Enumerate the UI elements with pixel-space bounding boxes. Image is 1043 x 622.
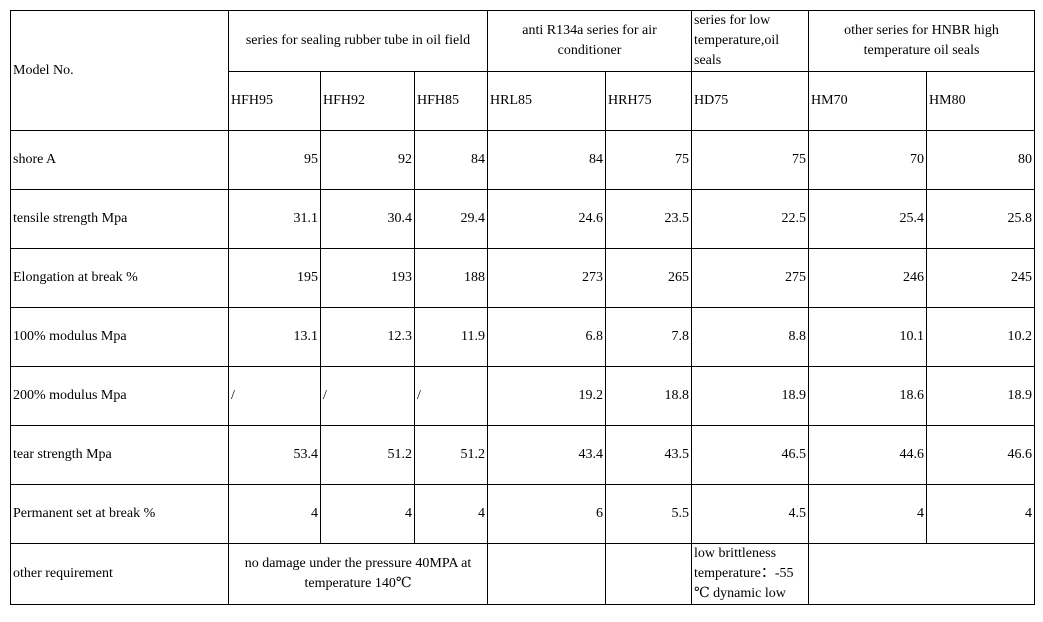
table-cell: 84: [413, 130, 489, 190]
row-label: tensile strength Mpa: [10, 189, 229, 249]
oil-field-requirement: no damage under the pressure 40MPA at te…: [227, 543, 489, 605]
model-header: HFH92: [320, 71, 415, 131]
group-header-low-temperature: series for low temperature,oil seals: [691, 10, 810, 72]
model-header: HM70: [808, 71, 928, 131]
header-row-groups: Model No. series for sealing rubber tube…: [10, 10, 1036, 131]
table-cell: 6: [487, 484, 607, 544]
table-cell: /: [413, 366, 489, 426]
table-row: tensile strength Mpa 31.1 30.4 29.4 24.6…: [10, 189, 1036, 249]
table-cell: 51.2: [413, 425, 489, 485]
table-row: Elongation at break % 195 193 188 273 26…: [10, 248, 1036, 308]
row-label: tear strength Mpa: [10, 425, 229, 485]
table-cell-empty: [605, 543, 693, 605]
model-no-header: Model No.: [10, 10, 229, 131]
table-row: shore A 95 92 84 84 75 75 70 80: [10, 130, 1036, 190]
table-cell: 12.3: [320, 307, 415, 367]
group-header-hnbr: other series for HNBR high temperature o…: [808, 10, 1036, 72]
table-cell: 195: [228, 248, 321, 308]
table-cell: 44.6: [808, 425, 928, 485]
table-cell: 10.1: [808, 307, 928, 367]
table-row: 200% modulus Mpa / / / 19.2 18.8 18.9 18…: [10, 366, 1036, 426]
table-cell: 18.6: [808, 366, 928, 426]
table-cell: 246: [808, 248, 928, 308]
row-label: Permanent set at break %: [10, 484, 229, 544]
table-cell: /: [228, 366, 321, 426]
table-cell: 25.4: [808, 189, 928, 249]
table-cell: 84: [487, 130, 607, 190]
table-cell: 31.1: [228, 189, 321, 249]
table-cell: 43.5: [605, 425, 693, 485]
group-header-oil-field: series for sealing rubber tube in oil fi…: [227, 10, 489, 72]
table-cell: 22.5: [691, 189, 810, 249]
table-cell: 4: [808, 484, 928, 544]
row-label: 100% modulus Mpa: [10, 307, 229, 367]
table-cell: 92: [320, 130, 415, 190]
table-cell: 23.5: [605, 189, 693, 249]
row-label: 200% modulus Mpa: [10, 366, 229, 426]
table-cell: 25.8: [926, 189, 1036, 249]
table-cell: 275: [691, 248, 810, 308]
table-cell: 18.9: [691, 366, 810, 426]
table-cell: 46.5: [691, 425, 810, 485]
table-cell: /: [320, 366, 415, 426]
model-header: HM80: [926, 71, 1036, 131]
table-cell: 18.8: [605, 366, 693, 426]
model-header: HD75: [691, 71, 810, 131]
table-row-other-requirement: other requirement no damage under the pr…: [10, 543, 1036, 605]
table-cell: 273: [487, 248, 607, 308]
table-cell: 10.2: [926, 307, 1036, 367]
table-cell: 29.4: [413, 189, 489, 249]
table-row: tear strength Mpa 53.4 51.2 51.2 43.4 43…: [10, 425, 1036, 485]
table-cell: 51.2: [320, 425, 415, 485]
table-cell: 7.8: [605, 307, 693, 367]
table-cell: 5.5: [605, 484, 693, 544]
table-cell: 43.4: [487, 425, 607, 485]
table-cell: 8.8: [691, 307, 810, 367]
table-cell-empty: [808, 543, 1036, 605]
table-cell: 18.9: [926, 366, 1036, 426]
table-cell: 13.1: [228, 307, 321, 367]
row-label: shore A: [10, 130, 229, 190]
table-cell: 80: [926, 130, 1036, 190]
table-cell: 70: [808, 130, 928, 190]
table-cell: 4.5: [691, 484, 810, 544]
group-header-r134a: anti R134a series for air conditioner: [487, 10, 693, 72]
table-cell: 19.2: [487, 366, 607, 426]
table-cell: 24.6: [487, 189, 607, 249]
table-cell: 188: [413, 248, 489, 308]
table-cell: 4: [926, 484, 1036, 544]
table-cell: 53.4: [228, 425, 321, 485]
table-cell: 46.6: [926, 425, 1036, 485]
table-cell: 11.9: [413, 307, 489, 367]
table-cell: 4: [413, 484, 489, 544]
table-cell: 193: [320, 248, 415, 308]
table-row: Permanent set at break % 4 4 4 6 5.5 4.5…: [10, 484, 1036, 544]
model-header: HRH75: [605, 71, 693, 131]
table-cell: 265: [605, 248, 693, 308]
table-cell: 6.8: [487, 307, 607, 367]
table-cell: 4: [228, 484, 321, 544]
table-cell: 95: [228, 130, 321, 190]
header-row-models: HFH95 HFH92 HFH85 HRL85 HRH75 HD75 HM70 …: [11, 71, 1036, 131]
table-cell: 4: [320, 484, 415, 544]
model-header: HFH95: [228, 71, 321, 131]
specification-table: Model No. series for sealing rubber tube…: [10, 10, 1036, 605]
row-label: other requirement: [10, 543, 229, 605]
model-header: HRL85: [487, 71, 607, 131]
table-cell: 30.4: [320, 189, 415, 249]
low-temperature-requirement: low brittleness temperature：-55 ℃ dynami…: [691, 543, 810, 605]
table-cell: 245: [926, 248, 1036, 308]
model-header: HFH85: [413, 71, 489, 131]
row-label: Elongation at break %: [10, 248, 229, 308]
table-cell-empty: [487, 543, 607, 605]
table-cell: 75: [691, 130, 810, 190]
table-cell: 75: [605, 130, 693, 190]
table-row: 100% modulus Mpa 13.1 12.3 11.9 6.8 7.8 …: [10, 307, 1036, 367]
